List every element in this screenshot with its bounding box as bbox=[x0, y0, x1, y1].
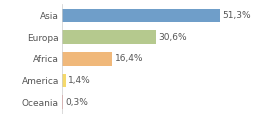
Text: 51,3%: 51,3% bbox=[223, 11, 251, 20]
Bar bbox=[62, 74, 66, 87]
Text: 1,4%: 1,4% bbox=[68, 76, 91, 85]
Bar bbox=[62, 9, 220, 22]
Text: 0,3%: 0,3% bbox=[65, 98, 88, 107]
Bar bbox=[62, 52, 112, 66]
Text: 30,6%: 30,6% bbox=[158, 33, 187, 42]
Bar bbox=[62, 30, 156, 44]
Text: 16,4%: 16,4% bbox=[115, 54, 143, 63]
